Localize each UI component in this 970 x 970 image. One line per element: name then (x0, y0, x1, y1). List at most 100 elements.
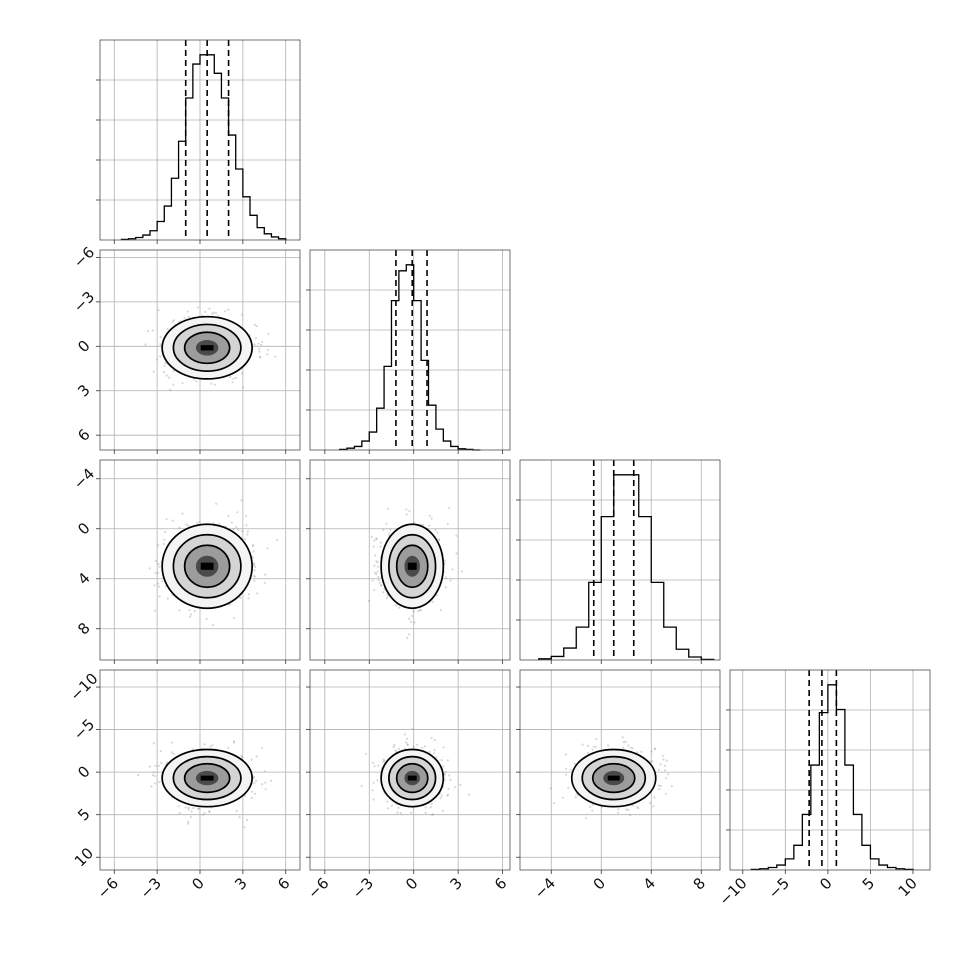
contour-line-2 (183, 544, 231, 589)
scatter-point (267, 332, 270, 335)
y-tick-label: 6 (74, 425, 93, 444)
scatter-point (254, 337, 258, 340)
scatter-point (246, 819, 249, 822)
scatter-point (379, 541, 383, 544)
scatter-point (382, 758, 385, 761)
scatter-point (446, 793, 449, 796)
scatter-point (410, 614, 413, 618)
x-tick-label: 4 (640, 874, 659, 893)
scatter-point (263, 581, 266, 584)
x-tick-label: 0 (816, 874, 835, 893)
scatter-point (565, 767, 568, 770)
scatter-point (659, 784, 662, 788)
scatter-point (253, 563, 256, 566)
scatter-point (165, 518, 168, 521)
scatter-point (373, 765, 376, 768)
density-panel-1-0: 6 3 0 −3 −6 (70, 243, 301, 454)
scatter-point (664, 769, 667, 772)
scatter-point (198, 520, 201, 523)
scatter-point (270, 779, 273, 782)
scatter-point (188, 615, 192, 618)
scatter-point (224, 310, 227, 313)
scatter-point (230, 521, 233, 524)
scatter-point (430, 736, 433, 740)
scatter-point (411, 727, 414, 730)
scatter-point (439, 796, 442, 800)
scatter-point (595, 737, 598, 741)
scatter-point (266, 348, 269, 351)
scatter-point (594, 745, 597, 748)
scatter-point (376, 570, 379, 573)
scatter-point (371, 761, 374, 764)
scatter-point (255, 755, 258, 758)
scatter-point (664, 792, 667, 795)
scatter-point (372, 781, 375, 784)
scatter-point (383, 759, 386, 762)
scatter-point (372, 798, 375, 801)
scatter-point (150, 785, 153, 788)
scatter-point (398, 606, 401, 609)
scatter-point (575, 793, 578, 796)
scatter-point (379, 584, 383, 587)
scatter-point (258, 347, 261, 350)
scatter-point (617, 811, 620, 814)
x-tick-label: −3 (137, 874, 165, 902)
scatter-point (360, 784, 363, 788)
scatter-point (213, 383, 216, 386)
scatter-point (148, 765, 151, 768)
density-panel-2-1 (306, 459, 511, 664)
scatter-point (433, 739, 436, 742)
scatter-point (607, 744, 610, 747)
scatter-point (444, 576, 448, 579)
scatter-point (428, 750, 431, 753)
scatter-point (253, 343, 256, 346)
scatter-point (446, 759, 449, 762)
y-tick-label: 0 (74, 762, 93, 781)
scatter-point (440, 794, 443, 797)
scatter-point (193, 610, 196, 613)
y-tick-label: −5 (70, 715, 98, 743)
scatter-point (372, 545, 375, 548)
scatter-point (244, 538, 247, 541)
scatter-point (251, 544, 254, 547)
scatter-point (433, 752, 436, 755)
x-tick-label: −3 (349, 874, 377, 902)
scatter-point (433, 749, 436, 752)
scatter-point (204, 310, 207, 313)
contour-line-2 (591, 762, 636, 794)
density-panel-3-2: −4 0 4 8 (516, 669, 721, 902)
scatter-point (253, 579, 256, 582)
scatter-point (573, 762, 576, 765)
scatter-point (388, 532, 391, 535)
scatter-point (201, 813, 205, 816)
scatter-point (448, 774, 451, 777)
scatter-point (434, 528, 437, 532)
contour-line-0 (161, 315, 253, 380)
y-tick-label: −6 (70, 243, 98, 271)
scatter-point (403, 733, 407, 736)
scatter-point (157, 544, 160, 547)
scatter-point (211, 624, 214, 627)
scatter-point (661, 754, 664, 757)
scatter-point (232, 377, 235, 380)
panel-frame (729, 669, 931, 871)
scatter-point (247, 597, 250, 600)
scatter-point (664, 764, 667, 767)
scatter-point (658, 788, 661, 791)
scatter-point (187, 820, 190, 823)
contour-line-2 (183, 331, 231, 365)
scatter-point (413, 521, 416, 524)
scatter-point (421, 746, 424, 749)
scatter-point (178, 526, 181, 529)
scatter-point (144, 343, 147, 346)
scatter-point (657, 784, 661, 787)
histogram-panel-1 (306, 249, 511, 454)
x-tick-label: 10 (895, 874, 921, 900)
contour-line-2 (183, 762, 231, 794)
scatter-point (446, 794, 449, 797)
histogram-panel-2 (516, 459, 721, 664)
scatter-point (631, 747, 634, 750)
scatter-point (189, 613, 192, 616)
scatter-point (212, 311, 215, 314)
scatter-point (622, 741, 625, 744)
